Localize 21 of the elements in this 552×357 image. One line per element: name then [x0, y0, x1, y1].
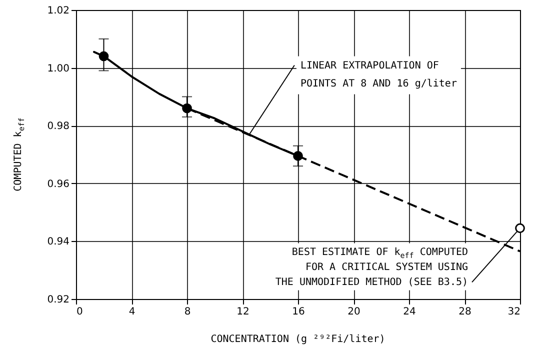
- x-axis-title: CONCENTRATION (g ²⁹²Fi/liter): [210, 334, 386, 345]
- point: [293, 151, 303, 161]
- point: [515, 223, 525, 234]
- annotation: LINEAR EXTRAPOLATION OF POINTS AT 8 AND 16 g/liter: [300, 60, 457, 90]
- x-tick-label: 16: [292, 306, 305, 318]
- y-tick-label: 0.98: [47, 121, 70, 132]
- y-tick-label: 0.92: [47, 294, 70, 306]
- x-tick-label: 4: [128, 306, 136, 318]
- x-tick-label: 0: [76, 306, 83, 318]
- y-tick-label: 0.94: [47, 236, 70, 248]
- y-tick-label: 0.96: [47, 178, 70, 190]
- x-tick-label: 12: [236, 306, 250, 318]
- y-tick-label: 1.02: [47, 6, 70, 16]
- y-tick-label: 1.00: [47, 63, 70, 74]
- point: [182, 103, 192, 114]
- x-tick-label: 8: [184, 306, 191, 318]
- point: [98, 51, 109, 62]
- x-tick-label: 32: [508, 306, 520, 318]
- x-tick-label: 28: [458, 306, 472, 318]
- x-tick-label: 24: [403, 306, 416, 318]
- x-tick-label: 20: [348, 306, 360, 318]
